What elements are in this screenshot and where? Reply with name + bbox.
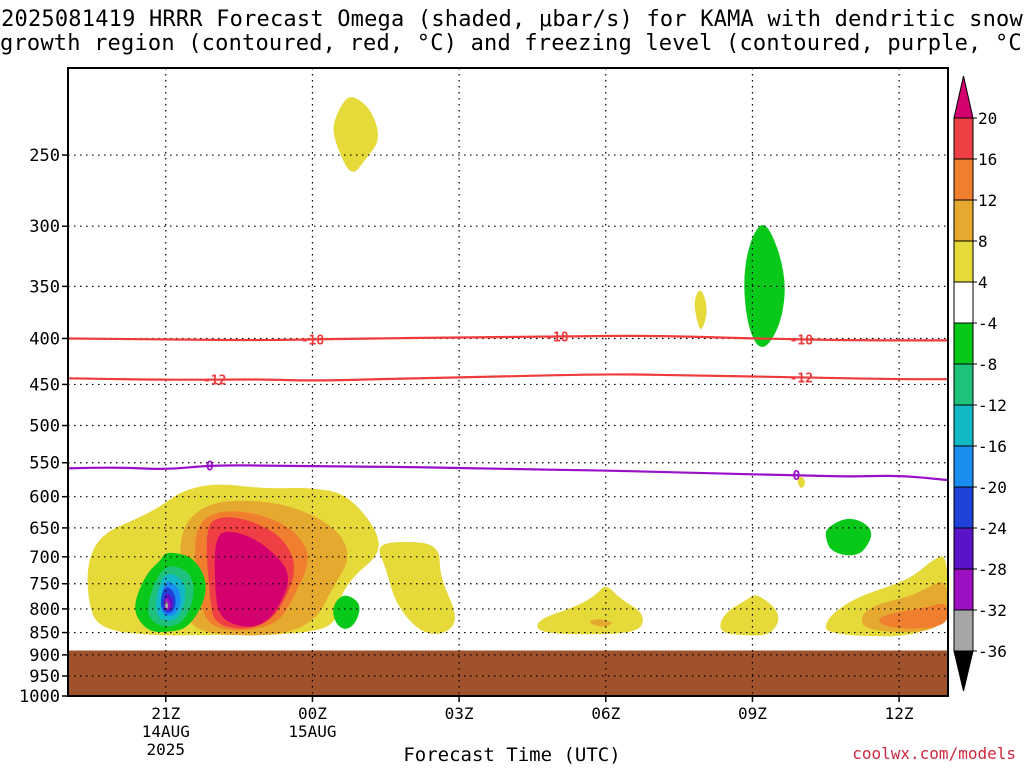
omega-area-4-22	[797, 476, 805, 488]
colorbar-swatch-8	[953, 445, 974, 488]
colorbar-swatch-9	[953, 486, 974, 529]
x-tick-label-12Z: 12Z	[885, 704, 914, 723]
y-tick-label-350: 350	[29, 277, 60, 297]
colorbar-swatch-10	[953, 527, 974, 570]
colorbar-label-16: 16	[978, 150, 997, 169]
y-tick-label-900: 900	[29, 646, 60, 666]
colorbar-label--16: -16	[978, 437, 1007, 456]
omega-area-4-16	[537, 586, 643, 635]
colorbar-swatch-2	[953, 199, 974, 242]
colorbar-label--4: -4	[978, 314, 997, 333]
below-ground-area	[68, 650, 948, 696]
y-tick-label-950: 950	[29, 667, 60, 687]
freezing-contour-0	[68, 464, 948, 482]
x-tick-label-00Z: 00Z	[298, 704, 327, 723]
colorbar-label--12: -12	[978, 396, 1007, 415]
y-tick-label-600: 600	[29, 488, 60, 508]
omega-area-neg4-14	[333, 595, 360, 629]
title-line-2: growth region (contoured, red, °C) and f…	[0, 31, 1024, 56]
colorbar-swatch-12	[953, 609, 974, 652]
colorbar-label-12: 12	[978, 191, 997, 210]
y-tick-label-800: 800	[29, 600, 60, 620]
colorbar-label-4: 4	[978, 273, 988, 292]
y-tick-label-250: 250	[29, 146, 60, 166]
temperature-contour--12	[68, 373, 948, 382]
plot-frame	[67, 67, 949, 697]
colorbar-bottom-arrow	[953, 650, 974, 692]
omega-area-neg4-21	[825, 518, 872, 556]
y-tick-label-500: 500	[29, 417, 60, 437]
y-tick-label-450: 450	[29, 375, 60, 395]
contour-label-0-0: 0	[206, 459, 214, 474]
omega-area-12-25	[879, 603, 948, 629]
y-tick-label-550: 550	[29, 454, 60, 474]
y-tick-label-650: 650	[29, 519, 60, 539]
x-tick-label-03Z: 03Z	[445, 704, 474, 723]
colorbar-swatch-4	[953, 281, 974, 324]
omega-area-4-13	[333, 97, 378, 172]
x-tick-sublabel-2025: 2025	[147, 740, 186, 759]
contour-label--18-2: -18	[790, 333, 814, 348]
contour-lines: -18 -18 -18 -12 -12 0 0	[68, 331, 948, 484]
contour-label--18-0: -18	[301, 333, 325, 348]
colorbar-label-20: 20	[978, 109, 997, 128]
x-tick-label-21Z: 21Z	[151, 704, 180, 723]
colorbar-swatch-3	[953, 240, 974, 283]
omega-area-4-19	[694, 290, 707, 329]
colorbar-label--24: -24	[978, 519, 1007, 538]
x-tick-label-09Z: 09Z	[738, 704, 767, 723]
colorbar-label-8: 8	[978, 232, 988, 251]
x-tick-sublabel-14AUG: 14AUG	[142, 722, 190, 741]
colorbar-swatch-6	[953, 363, 974, 406]
contour-label--18-1: -18	[545, 331, 569, 346]
y-tick-label-850: 850	[29, 624, 60, 644]
y-tick-label-700: 700	[29, 548, 60, 568]
y-tick-label-300: 300	[29, 217, 60, 237]
omega-shading	[87, 97, 948, 637]
title-line-1: 2025081419 HRRR Forecast Omega (shaded, …	[1, 7, 1023, 32]
credit-link[interactable]: coolwx.com/models	[852, 744, 1016, 763]
contour-label-0-1: 0	[793, 469, 801, 484]
colorbar-label--32: -32	[978, 601, 1007, 620]
x-axis-label: Forecast Time (UTC)	[403, 744, 621, 766]
omega-area-4-15	[379, 541, 455, 634]
x-tick-label-06Z: 06Z	[591, 704, 620, 723]
colorbar-legend: 20 16 12 8 4 -4 -8 -12 -16 -20 -24 -28 -32 -36	[953, 75, 1007, 692]
omega-area-20-4	[214, 531, 289, 627]
y-axis: 2503003504004505005506006507007508008509…	[19, 146, 68, 707]
contour-label--12-1: -12	[790, 371, 813, 386]
omega-area-8-17	[589, 619, 612, 627]
colorbar-label--28: -28	[978, 560, 1007, 579]
colorbar-label--36: -36	[978, 642, 1007, 661]
omega-area-4-18	[720, 595, 779, 636]
y-tick-label-750: 750	[29, 575, 60, 595]
colorbar-top-arrow	[953, 75, 974, 119]
y-tick-label-1000: 1000	[19, 687, 60, 707]
colorbar-label--20: -20	[978, 478, 1007, 497]
chart-title: 2025081419 HRRR Forecast Omega (shaded, …	[0, 8, 1024, 56]
temperature-contour--18	[68, 334, 948, 342]
colorbar-swatch-0	[953, 117, 974, 160]
x-tick-sublabel-15AUG: 15AUG	[288, 722, 336, 741]
colorbar-label--8: -8	[978, 355, 997, 374]
colorbar-swatch-1	[953, 158, 974, 201]
contour-label--12-0: -12	[203, 374, 226, 389]
colorbar-swatch-7	[953, 404, 974, 447]
colorbar-swatch-11	[953, 568, 974, 611]
y-tick-label-400: 400	[29, 329, 60, 349]
colorbar-swatch-5	[953, 322, 974, 365]
